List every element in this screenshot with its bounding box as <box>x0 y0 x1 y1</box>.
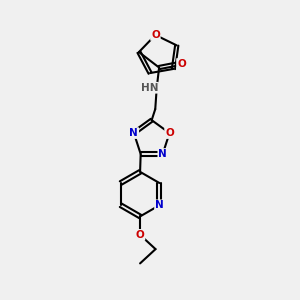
Text: N: N <box>130 128 138 138</box>
Text: O: O <box>177 59 186 69</box>
Text: N: N <box>158 149 167 159</box>
Text: O: O <box>151 30 160 40</box>
Text: O: O <box>165 128 174 138</box>
Text: HN: HN <box>141 83 158 93</box>
Text: N: N <box>155 200 164 210</box>
Text: O: O <box>136 230 145 240</box>
